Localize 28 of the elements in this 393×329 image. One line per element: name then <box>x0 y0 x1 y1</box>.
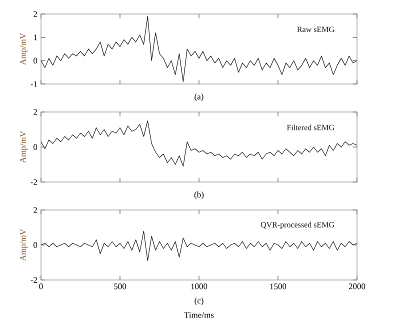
y-tick-label: 2 <box>34 11 37 17</box>
y-tick-label: 0 <box>34 58 38 64</box>
y-tick-label: 1 <box>34 34 37 40</box>
y-tick-label: 0 <box>34 242 38 248</box>
x-axis-title: Time/ms <box>184 312 214 318</box>
y-tick-label: 0 <box>34 144 38 150</box>
y-tick-label: -1 <box>30 81 37 87</box>
x-tick-label: 0 <box>39 284 43 290</box>
series-label: QVR-processed sEMG <box>260 222 334 230</box>
y-tick-label: -2 <box>30 277 37 283</box>
text: Raw sEMG <box>297 26 334 32</box>
y-tick-label: 2 <box>34 207 37 213</box>
y-tick-label: 2 <box>34 109 37 115</box>
x-tick-label: 2000 <box>348 284 366 290</box>
series-label: Filtered sEMG <box>286 124 334 130</box>
line-series <box>40 16 358 82</box>
line-series <box>40 230 358 262</box>
y-axis-title: Amp/mV <box>20 229 28 261</box>
text: (c) <box>194 298 204 306</box>
x-tick-label: 1000 <box>191 284 208 290</box>
text: (b) <box>194 192 204 200</box>
text: (a) <box>194 94 204 102</box>
x-tick-label: 500 <box>114 284 126 290</box>
y-axis-title: Amp/mV <box>20 131 28 163</box>
x-tick-label: 1500 <box>270 284 286 290</box>
y-axis-title: Amp/mV <box>20 33 28 65</box>
y-tick-label: -2 <box>30 179 37 185</box>
line-series <box>40 120 358 167</box>
